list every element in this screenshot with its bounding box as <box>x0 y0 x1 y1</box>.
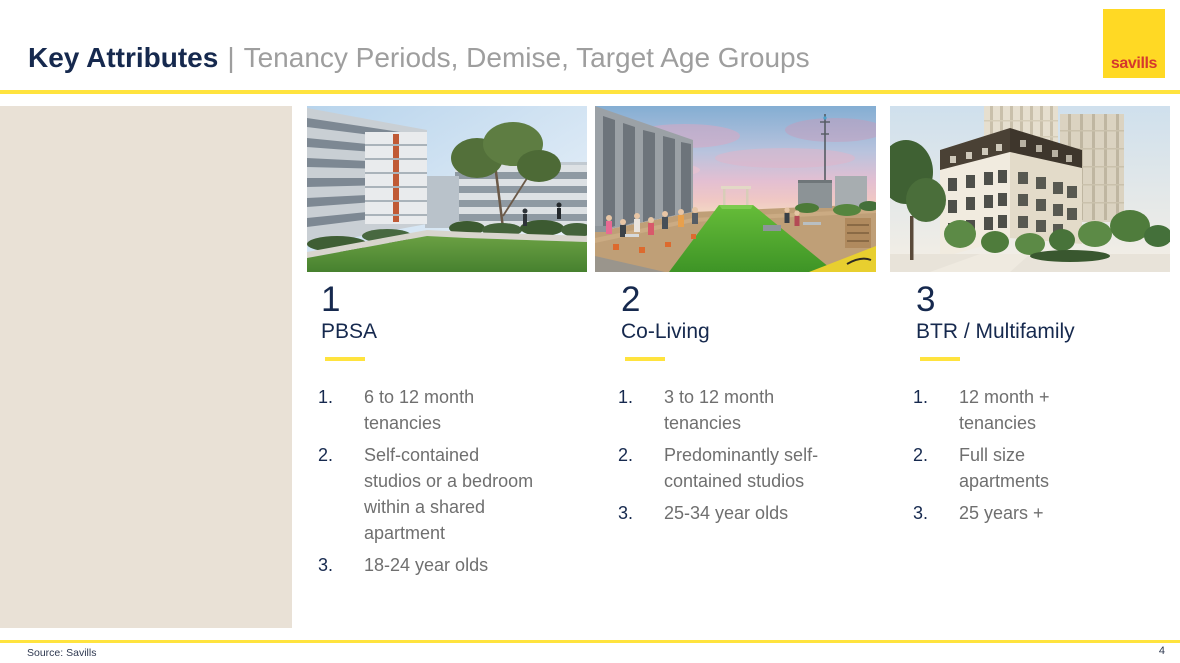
savills-logo: savills <box>1103 9 1165 78</box>
page-number: 4 <box>1158 645 1165 657</box>
list-item: 1. 3 to 12 month tenancies <box>618 384 870 436</box>
column-number: 2 <box>621 280 641 319</box>
list-item: 3. 18-24 year olds <box>318 552 580 578</box>
header-rule <box>0 90 1180 94</box>
list-item-text: 12 month + tenancies <box>959 387 1050 433</box>
list-item: 3. 25 years + <box>913 500 1170 526</box>
pbsa-photo <box>307 106 587 272</box>
column-number: 3 <box>916 280 936 319</box>
list-item-number: 2. <box>318 445 334 465</box>
page-title: Key Attributes <box>28 42 219 73</box>
list-item-text: 3 to 12 month tenancies <box>664 387 775 433</box>
list-item-number: 3. <box>618 503 634 523</box>
list-item-number: 1. <box>318 387 334 407</box>
list-item-text: 25 years + <box>959 503 1044 523</box>
attribute-list: 1. 3 to 12 month tenancies 2. Predominan… <box>618 384 870 526</box>
list-item-text: Predominantly self- contained studios <box>664 445 819 491</box>
attribute-list: 1. 6 to 12 month tenancies 2. Self-conta… <box>318 384 580 578</box>
list-item: 1. 12 month + tenancies <box>913 384 1170 436</box>
title-separator-icon: | <box>227 42 235 73</box>
list-item-number: 3. <box>913 503 929 523</box>
pbsa-photo-illustration <box>307 106 587 272</box>
beige-accent-panel <box>0 106 292 628</box>
list-item-text: Self-contained studios or a bedroom with… <box>364 445 534 543</box>
list-item: 2. Full size apartments <box>913 442 1170 494</box>
btr-photo <box>890 106 1170 272</box>
column-title: PBSA <box>321 320 378 343</box>
list-item: 2. Predominantly self- contained studios <box>618 442 870 494</box>
btr-photo-illustration <box>890 106 1170 272</box>
source-note: Source: Savills <box>27 647 97 659</box>
column-title: BTR / Multifamily <box>916 320 1075 343</box>
attribute-list: 1. 12 month + tenancies 2. Full size apa… <box>913 384 1170 526</box>
list-item: 3. 25-34 year olds <box>618 500 870 526</box>
title-underline <box>325 357 365 361</box>
column-btr-multifamily: 3 BTR / Multifamily 1. 12 month + tenanc… <box>913 272 1170 532</box>
column-number: 1 <box>321 280 341 319</box>
column-co-living: 2 Co-Living 1. 3 to 12 month tenancies 2… <box>618 272 870 532</box>
list-item-number: 1. <box>913 387 929 407</box>
list-item: 1. 6 to 12 month tenancies <box>318 384 580 436</box>
title-underline <box>920 357 960 361</box>
title-underline <box>625 357 665 361</box>
page-subtitle: Tenancy Periods, Demise, Target Age Grou… <box>243 42 810 73</box>
co-living-photo <box>595 106 876 272</box>
column-title: Co-Living <box>621 320 710 343</box>
list-item-number: 3. <box>318 555 334 575</box>
list-item-text: 18-24 year olds <box>364 555 489 575</box>
column-pbsa: 1 PBSA 1. 6 to 12 month tenancies 2. Sel… <box>318 272 580 584</box>
list-item-number: 2. <box>618 445 634 465</box>
list-item-text: 25-34 year olds <box>664 503 789 523</box>
logo-wordmark: savills <box>1110 55 1158 72</box>
list-item-number: 2. <box>913 445 929 465</box>
list-item-number: 1. <box>618 387 634 407</box>
co-living-photo-illustration <box>595 106 876 272</box>
list-item-text: 6 to 12 month tenancies <box>364 387 475 433</box>
footer-rule <box>0 640 1180 643</box>
list-item: 2. Self-contained studios or a bedroom w… <box>318 442 580 546</box>
list-item-text: Full size apartments <box>959 445 1050 491</box>
page-title-row: Key Attributes | Tenancy Periods, Demise, … <box>28 41 810 75</box>
